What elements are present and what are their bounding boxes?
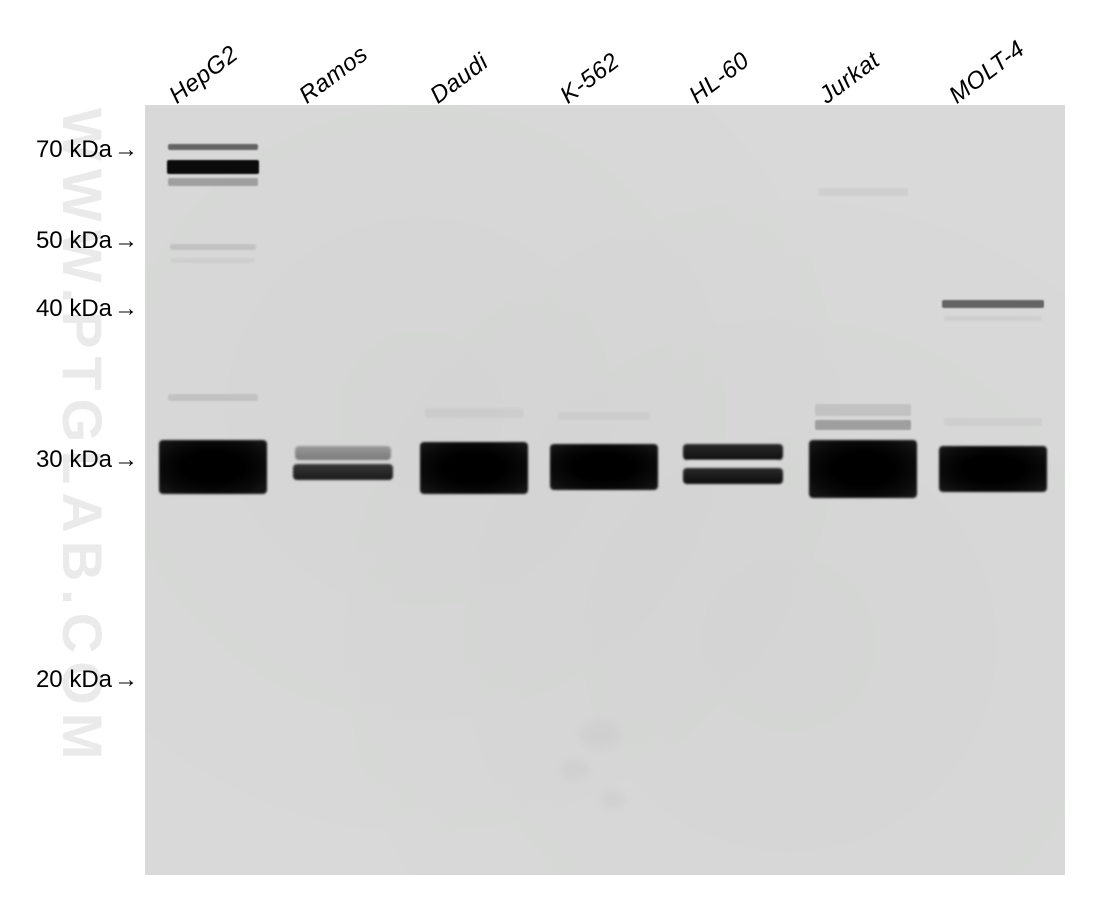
lane-label: K-562 [555, 48, 625, 110]
molecular-weight-label: 40 kDa→ [36, 295, 138, 323]
arrow-right-icon: → [114, 136, 138, 163]
arrow-right-icon: → [114, 666, 138, 693]
arrow-right-icon: → [114, 227, 138, 254]
blot-band [550, 444, 658, 490]
mw-value: 70 kDa [36, 136, 112, 163]
mw-value: 30 kDa [36, 446, 112, 473]
western-blot-figure: WWW.PTGLAB.COM HepG2RamosDaudiK-562HL-60… [0, 0, 1100, 900]
membrane-smudge [560, 760, 590, 780]
lane-label: Jurkat [814, 46, 885, 110]
blot-band-gap [687, 461, 779, 466]
lane-label: Daudi [425, 48, 494, 110]
blot-minor-band [558, 412, 650, 420]
blot-band [293, 464, 393, 480]
blot-minor-band [818, 188, 908, 196]
mw-value: 40 kDa [36, 295, 112, 322]
lane-label: MOLT-4 [944, 35, 1030, 110]
mw-value: 50 kDa [36, 227, 112, 254]
blot-minor-band [815, 420, 911, 430]
blot-minor-band [942, 300, 1044, 308]
blot-minor-band [944, 418, 1042, 426]
blot-band [683, 444, 783, 460]
blot-minor-band [170, 244, 256, 250]
blot-band [809, 440, 917, 498]
blot-minor-band [815, 404, 911, 416]
lane-label: HL-60 [684, 47, 755, 110]
molecular-weight-label: 30 kDa→ [36, 446, 138, 474]
lane-label: HepG2 [164, 40, 244, 110]
blot-minor-band [168, 178, 258, 186]
blot-minor-band [167, 160, 259, 174]
molecular-weight-label: 70 kDa→ [36, 136, 138, 164]
lane-label: Ramos [294, 40, 374, 110]
blot-band [683, 468, 783, 484]
blot-minor-band [168, 144, 258, 150]
blot-band [159, 440, 267, 494]
blot-membrane [145, 105, 1065, 875]
blot-minor-band [944, 316, 1042, 321]
blot-minor-band [171, 258, 255, 263]
blot-minor-band [168, 394, 258, 401]
blot-band [420, 442, 528, 494]
blot-band [295, 446, 391, 460]
mw-value: 20 kDa [36, 666, 112, 693]
arrow-right-icon: → [114, 295, 138, 322]
blot-band [939, 446, 1047, 492]
membrane-smudge [600, 790, 626, 808]
molecular-weight-label: 50 kDa→ [36, 227, 138, 255]
membrane-smudge [580, 720, 620, 750]
blot-minor-band [425, 408, 523, 418]
molecular-weight-label: 20 kDa→ [36, 666, 138, 694]
arrow-right-icon: → [114, 446, 138, 473]
